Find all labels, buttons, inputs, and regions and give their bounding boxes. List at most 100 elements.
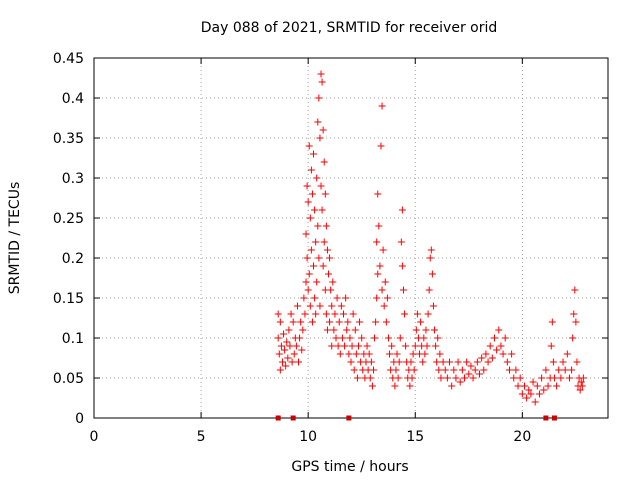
- data-point: [290, 350, 298, 358]
- data-point: [274, 310, 282, 318]
- x-tick-label: 10: [299, 429, 317, 445]
- y-tick-label: 0.35: [53, 131, 84, 147]
- data-point: [374, 190, 382, 198]
- data-point: [499, 350, 507, 358]
- data-point: [366, 374, 374, 382]
- data-point: [326, 254, 334, 262]
- data-point: [553, 382, 561, 390]
- data-point: [302, 230, 310, 238]
- x-tick-label: 5: [197, 429, 206, 445]
- y-axis-label: SRMTID / TECUs: [7, 182, 23, 295]
- data-point: [397, 238, 405, 246]
- data-point: [431, 326, 439, 334]
- data-point: [512, 366, 520, 374]
- data-point: [373, 294, 381, 302]
- data-point: [577, 378, 585, 386]
- data-point: [376, 262, 384, 270]
- data-point: [547, 342, 555, 350]
- data-point: [510, 374, 518, 382]
- data-point: [420, 334, 428, 342]
- data-point: [316, 302, 324, 310]
- data-point: [311, 294, 319, 302]
- data-point: [301, 310, 309, 318]
- chart-title: Day 088 of 2021, SRMTID for receiver ori…: [201, 20, 498, 36]
- data-point: [503, 358, 511, 366]
- data-point: [450, 366, 458, 374]
- data-point: [469, 374, 477, 382]
- data-point: [316, 134, 324, 142]
- data-point: [288, 358, 296, 366]
- data-point: [448, 382, 456, 390]
- data-point: [319, 126, 327, 134]
- data-point: [529, 378, 537, 386]
- data-point: [443, 374, 451, 382]
- data-point: [284, 354, 292, 362]
- data-point: [374, 270, 382, 278]
- data-point: [426, 254, 434, 262]
- baseline-marker: [275, 415, 281, 421]
- data-point: [407, 358, 415, 366]
- data-point: [425, 286, 433, 294]
- data-point: [467, 362, 475, 370]
- data-point: [331, 310, 339, 318]
- data-point: [505, 366, 513, 374]
- data-point: [330, 326, 338, 334]
- data-point: [563, 350, 571, 358]
- data-point: [454, 358, 462, 366]
- data-point: [328, 342, 336, 350]
- data-point: [368, 382, 376, 390]
- data-point: [321, 190, 329, 198]
- data-point: [300, 294, 308, 302]
- data-point: [406, 382, 414, 390]
- data-point: [533, 382, 541, 390]
- data-point: [484, 358, 492, 366]
- baseline-marker: [346, 415, 352, 421]
- data-point: [349, 310, 357, 318]
- data-point: [317, 70, 325, 78]
- data-point: [340, 310, 348, 318]
- data-point: [576, 386, 584, 394]
- data-point: [292, 342, 300, 350]
- data-point: [287, 310, 295, 318]
- data-point: [345, 350, 353, 358]
- data-point: [319, 262, 327, 270]
- data-point: [367, 358, 375, 366]
- data-point: [461, 374, 469, 382]
- data-point: [471, 366, 479, 374]
- x-tick-label: 15: [406, 429, 424, 445]
- data-point: [417, 318, 425, 326]
- data-point: [497, 342, 505, 350]
- data-point: [328, 302, 336, 310]
- data-point: [531, 398, 539, 406]
- data-point: [465, 370, 473, 378]
- data-point: [381, 278, 389, 286]
- baseline-markers: [275, 415, 557, 421]
- data-point: [311, 206, 319, 214]
- data-point: [378, 102, 386, 110]
- data-point: [285, 326, 293, 334]
- data-point: [369, 366, 377, 374]
- data-point: [493, 346, 501, 354]
- data-point: [380, 302, 388, 310]
- y-tick-label: 0.15: [53, 291, 84, 307]
- data-point: [520, 382, 528, 390]
- data-point: [379, 246, 387, 254]
- data-point: [322, 222, 330, 230]
- y-tick-label: 0.25: [53, 211, 84, 227]
- data-point: [281, 346, 289, 354]
- data-point: [568, 366, 576, 374]
- data-point: [463, 358, 471, 366]
- data-point: [544, 382, 552, 390]
- data-point: [375, 222, 383, 230]
- data-point: [297, 318, 305, 326]
- data-point: [436, 350, 444, 358]
- data-point: [332, 334, 340, 342]
- baseline-marker: [543, 415, 549, 421]
- data-point: [334, 342, 342, 350]
- data-point: [315, 94, 323, 102]
- data-point: [322, 310, 330, 318]
- data-point: [419, 358, 427, 366]
- data-point: [480, 366, 488, 374]
- data-point: [320, 238, 328, 246]
- data-point: [486, 342, 494, 350]
